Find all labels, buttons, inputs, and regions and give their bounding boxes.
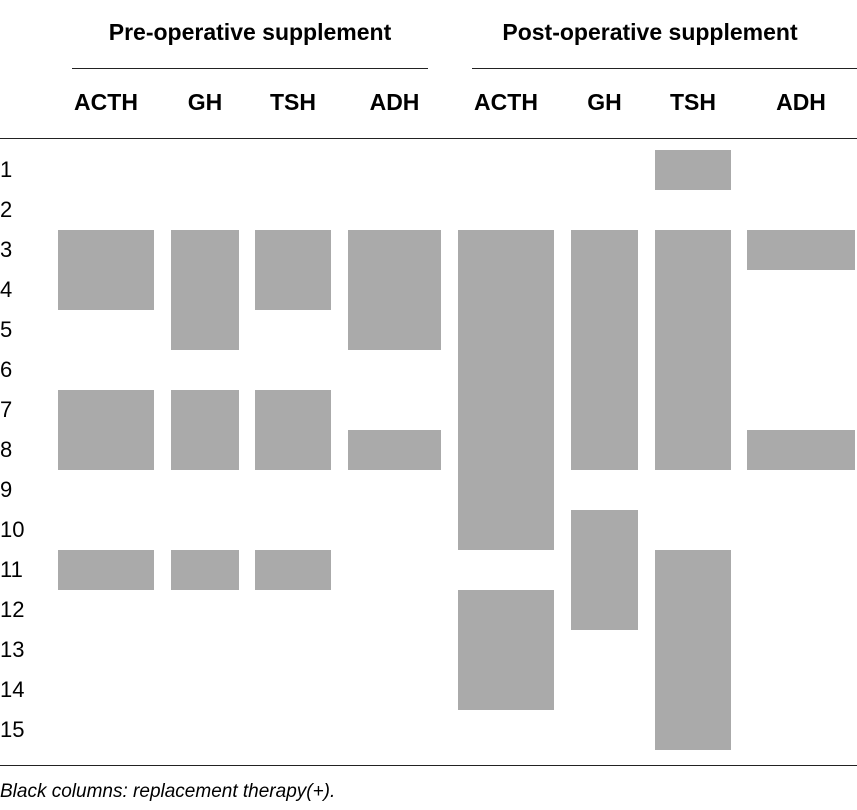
- row-label-5: 5: [0, 317, 13, 342]
- bar-post-tsh-patients-11-15: [655, 550, 731, 750]
- bar-post-tsh-patients-3-8: [655, 230, 731, 470]
- col-head-post-adh: ADH: [776, 89, 826, 115]
- bar-post-gh-patients-3-8: [571, 230, 638, 470]
- bar-post-acth-patients-12-14: [458, 590, 554, 710]
- row-label-8: 8: [0, 437, 13, 462]
- bar-pre-tsh-patients-7-8: [255, 390, 331, 470]
- bar-post-acth-patients-3-10: [458, 230, 554, 550]
- row-label-10: 10: [0, 517, 25, 542]
- row-label-2: 2: [0, 197, 13, 222]
- row-label-13: 13: [0, 637, 25, 662]
- header-rule: [0, 138, 857, 139]
- bar-pre-acth-patients-3-4: [58, 230, 154, 310]
- row-label-4: 4: [0, 277, 13, 302]
- bar-pre-acth-patients-11-11: [58, 550, 154, 590]
- row-label-3: 3: [0, 237, 13, 262]
- bottom-rule: [0, 765, 857, 766]
- bar-pre-tsh-patients-11-11: [255, 550, 331, 590]
- row-label-15: 15: [0, 717, 25, 742]
- bar-pre-gh-patients-3-5: [171, 230, 239, 350]
- col-head-post-tsh: TSH: [670, 89, 716, 115]
- bar-post-tsh-patients-1-1: [655, 150, 731, 190]
- bar-pre-adh-patients-8-8: [348, 430, 441, 470]
- col-head-post-gh: GH: [587, 89, 622, 115]
- col-head-post-acth: ACTH: [474, 89, 538, 115]
- col-head-pre-adh: ADH: [369, 89, 420, 115]
- bar-pre-adh-patients-3-5: [348, 230, 441, 350]
- footnote: Black columns: replacement therapy(+).: [0, 781, 336, 802]
- bar-pre-gh-patients-11-11: [171, 550, 239, 590]
- col-head-pre-acth: ACTH: [74, 89, 138, 115]
- row-label-11: 11: [0, 557, 23, 582]
- bar-post-gh-patients-10-12: [571, 510, 638, 630]
- group-rule-pre: [72, 68, 428, 69]
- bar-post-adh-patients-8-8: [747, 430, 855, 470]
- group-rule-post: [472, 68, 857, 69]
- col-head-pre-tsh: TSH: [270, 89, 316, 115]
- bar-post-adh-patients-3-3: [747, 230, 855, 270]
- row-label-9: 9: [0, 477, 13, 502]
- group-title-pre: Pre-operative supplement: [108, 19, 392, 45]
- row-label-14: 14: [0, 677, 25, 702]
- bar-pre-gh-patients-7-8: [171, 390, 239, 470]
- row-label-1: 1: [0, 157, 13, 182]
- group-title-post: Post-operative supplement: [502, 19, 798, 45]
- bar-pre-acth-patients-7-8: [58, 390, 154, 470]
- row-label-7: 7: [0, 397, 13, 422]
- row-label-6: 6: [0, 357, 13, 382]
- row-label-12: 12: [0, 597, 25, 622]
- col-head-pre-gh: GH: [187, 89, 223, 115]
- bar-pre-tsh-patients-3-4: [255, 230, 331, 310]
